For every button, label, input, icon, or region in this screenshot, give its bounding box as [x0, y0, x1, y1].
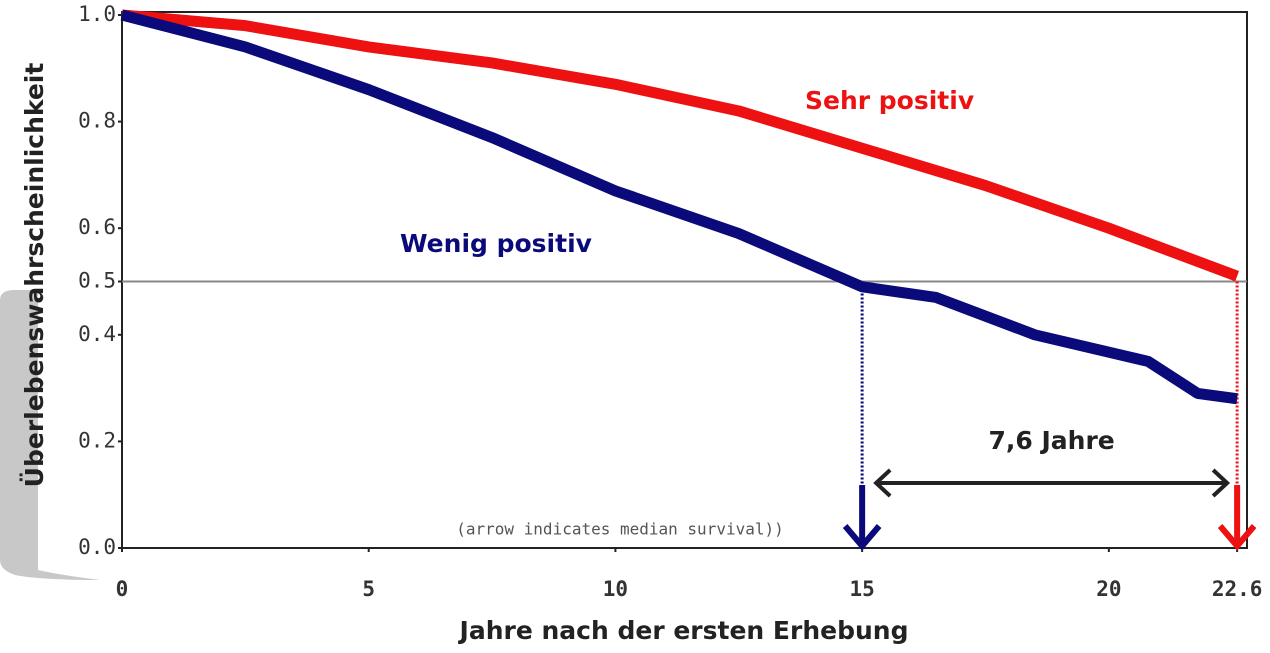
span-label: 7,6 Jahre [989, 426, 1115, 455]
x-tick-label: 22.6 [1212, 577, 1263, 601]
series-label: Wenig positiv [400, 229, 592, 258]
x-tick-label: 20 [1096, 577, 1121, 601]
y-tick-label: 0.5 [78, 269, 116, 293]
y-tick-label: 0.8 [78, 109, 116, 133]
y-tick-label: 0.4 [78, 322, 116, 346]
y-axis-label: Überlebenswahrscheinlichkeit [19, 63, 49, 488]
x-tick-label: 5 [362, 577, 375, 601]
x-tick-label: 15 [849, 577, 874, 601]
x-axis-label: Jahre nach der ersten Erhebung [458, 616, 909, 645]
x-tick-label: 0 [116, 577, 129, 601]
y-tick-label: 1.0 [78, 2, 116, 26]
survival-line [120, 9, 1238, 405]
median-arrow-head [1217, 524, 1257, 551]
y-tick-label: 0.2 [78, 428, 116, 452]
series-label: Sehr positiv [805, 86, 974, 115]
median-arrow-head [842, 524, 882, 551]
x-tick-label: 10 [603, 577, 628, 601]
note: (arrow indicates median survival)) [456, 520, 784, 539]
span-arrow [873, 468, 1231, 498]
y-tick-label: 0.0 [78, 535, 116, 559]
y-tick-label: 0.6 [78, 215, 116, 239]
survival-line [121, 9, 1240, 282]
speech-bubble [0, 290, 100, 580]
plot-frame [121, 11, 1248, 549]
